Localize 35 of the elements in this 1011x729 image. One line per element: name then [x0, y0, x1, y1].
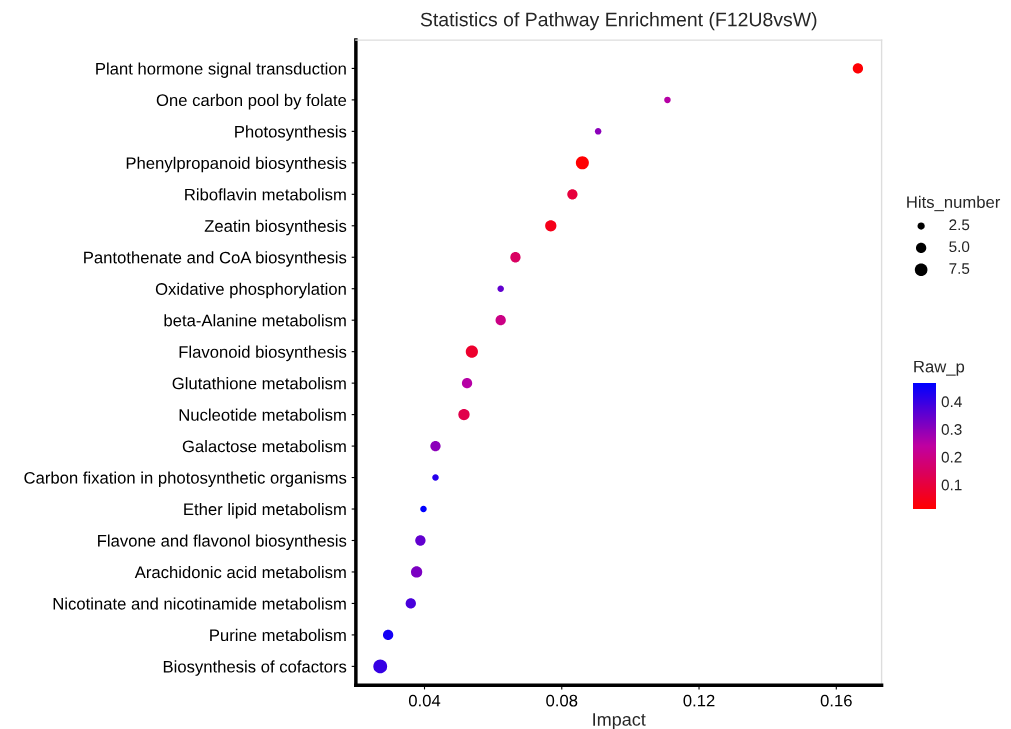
x-axis-title: Impact: [593, 713, 646, 729]
color-bar-label: 0.3: [941, 424, 962, 435]
y-tick-label: Plant hormone signal transduction: [96, 62, 346, 78]
y-tick-label: Glutathione metabolism: [172, 377, 346, 390]
y-tick-label: Flavonoid biosynthesis: [179, 345, 347, 362]
y-tick-label: Biosynthesis of cofactors: [163, 660, 347, 676]
legend-title: Hits_number: [907, 195, 1001, 212]
x-tick-label: 0.08: [546, 694, 578, 707]
color-bar-label: 0.1: [941, 479, 962, 491]
y-tick-label: Flavone and flavonol biosynthesis: [98, 534, 347, 550]
x-tick-label: 0.04: [408, 694, 441, 707]
y-tick-label: Nicotinate and nicotinamide metabolism: [53, 597, 346, 610]
legend-label: 7.5: [949, 263, 970, 274]
y-tick-label: One carbon pool by folate: [156, 93, 347, 110]
chart-title: Statistics of Pathway Enrichment (F12U8vsW): [420, 12, 817, 31]
y-tick-label: Carbon fixation in photosynthetic organisms: [24, 471, 347, 488]
legend-label: 2.5: [949, 219, 970, 231]
y-tick-label: Galactose metabolism: [182, 440, 346, 453]
y-tick-label: Pantothenate and CoA biosynthesis: [84, 251, 347, 267]
color-bar-label: 0.4: [941, 396, 962, 408]
legend-label: 5.0: [949, 241, 970, 253]
color-bar-label: 0.2: [941, 451, 962, 463]
y-tick-label: Photosynthesis: [235, 125, 347, 141]
y-tick-label: Zeatin biosynthesis: [204, 219, 347, 236]
y-tick-label: Purine metabolism: [210, 628, 346, 642]
x-tick-label: 0.16: [820, 694, 852, 707]
y-tick-label: Phenylpropanoid biosynthesis: [126, 156, 347, 173]
y-tick-label: Ether lipid metabolism: [184, 502, 346, 519]
y-tick-label: Riboflavin metabolism: [185, 188, 346, 201]
y-tick-label: Arachidonic acid metabolism: [134, 565, 346, 579]
color-bar-title: Raw_p: [914, 360, 965, 376]
y-tick-label: beta-Alanine metabolism: [164, 314, 346, 327]
y-tick-label: Oxidative phosphorylation: [155, 282, 346, 299]
y-tick-label: Nucleotide metabolism: [179, 408, 346, 421]
x-tick-label: 0.12: [683, 694, 715, 707]
